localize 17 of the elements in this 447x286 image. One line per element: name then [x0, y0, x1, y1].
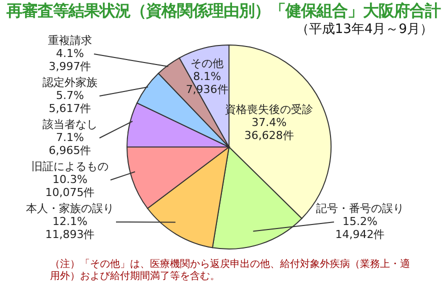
text: （注）「その他」は、医療機関から返戻申出の他、給付対象外疾病（業務上・適用外）および給付期間満了等を含む。 — [50, 259, 411, 283]
data-label: 4.1% 3,997件 — [48, 47, 92, 74]
chart-subtitle: （平成13年4月～9月） — [296, 21, 433, 38]
chart-title: 再審査等結果状況（資格関係理由別）「健保組合」大阪府合計 — [6, 1, 442, 22]
data-label: 10.3% 10,075件 — [45, 173, 95, 200]
slice-label: その他 — [190, 56, 224, 70]
data-label: 5.7% 5,617件 — [48, 89, 92, 116]
slice-label: 旧証によるもの — [32, 160, 108, 174]
slice-label: 認定外家族 — [42, 76, 98, 90]
data-label: 12.1% 11,893件 — [45, 215, 95, 242]
data-label: 37.4% 36,628件 — [244, 116, 294, 142]
data-label: 15.2% 14,942件 — [335, 215, 385, 242]
data-label: 7.1% 6,965件 — [48, 131, 92, 158]
slice-label: 本人・家族の誤り — [26, 202, 114, 216]
slice-label: 該当者なし — [42, 118, 98, 132]
slice-label: 記号・番号の誤り — [316, 202, 404, 216]
slice-label: 重複請求 — [48, 34, 92, 48]
